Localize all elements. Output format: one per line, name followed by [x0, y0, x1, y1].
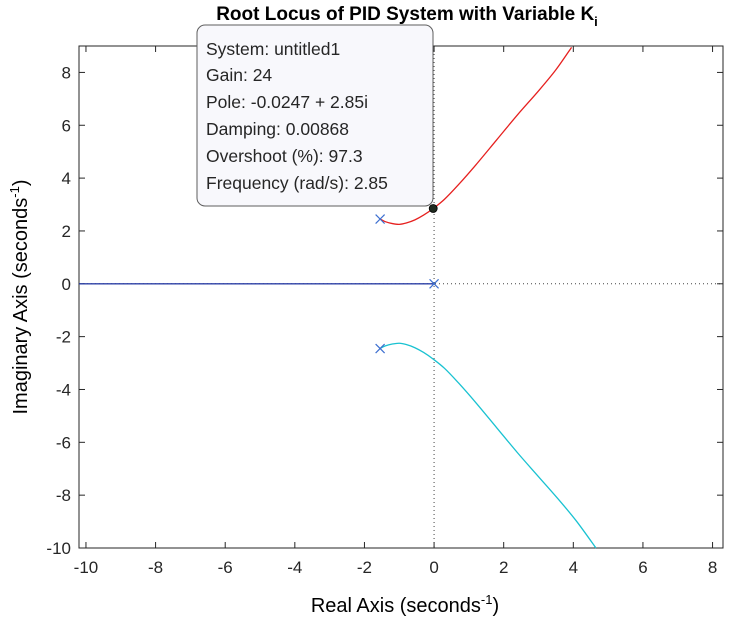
y-tick-label: -8 [56, 486, 71, 505]
x-tick-label: 2 [499, 558, 508, 577]
reference-lines [79, 46, 723, 548]
y-axis-label-superscript: -1 [7, 186, 22, 198]
y-tick-label: -10 [46, 539, 71, 558]
y-tick-label: 6 [62, 116, 71, 135]
y-tick-label: 0 [62, 275, 71, 294]
x-tick-label: 8 [708, 558, 717, 577]
y-tick-label: -4 [56, 380, 71, 399]
locus-branch-1[interactable] [379, 342, 597, 549]
x-tick-label: -6 [218, 558, 233, 577]
datatip-line-pole: Pole: -0.0247 + 2.85i [206, 92, 368, 112]
datatip-line-gain: Gain: 24 [206, 65, 272, 85]
pole-marker-0[interactable] [375, 214, 386, 224]
x-tick-label: -2 [357, 558, 372, 577]
pole-marker-2[interactable] [429, 278, 439, 289]
x-axis-label-superscript: -1 [481, 592, 493, 607]
x-tick-label: -4 [287, 558, 302, 577]
pole-marker-1[interactable] [375, 343, 386, 354]
datatip-line-damping: Damping: 0.00868 [206, 119, 349, 139]
y-tick-label: 4 [62, 169, 71, 188]
selected-point-layer [428, 204, 438, 213]
locus-branch-0[interactable] [379, 46, 573, 226]
datatip-line-system: System: untitled1 [206, 39, 340, 59]
y-tick-label: 8 [62, 63, 71, 82]
x-tick-labels: -10 -8 -6 -4 -2 0 2 4 6 8 [74, 558, 718, 577]
datatip-line-frequency: Frequency (rad/s): 2.85 [206, 173, 388, 193]
datatip-box [196, 24, 434, 207]
x-tick-label: 0 [429, 558, 438, 577]
y-axis-label: Imaginary Axis (seconds-1) [7, 180, 32, 415]
x-tick-label: 6 [638, 558, 647, 577]
title-subscript: i [594, 14, 598, 29]
chart-title: Root Locus of PID System with Variable K… [216, 4, 598, 29]
x-tick-label: 4 [569, 558, 578, 577]
axis-ticks [79, 46, 723, 549]
open-loop-poles [375, 214, 439, 354]
locus-branches [79, 46, 597, 549]
y-tick-label: -6 [56, 433, 71, 452]
x-tick-label: -10 [74, 558, 99, 577]
y-tick-label: -2 [56, 328, 71, 347]
y-tick-label: 2 [62, 222, 71, 241]
selected-point-marker[interactable] [428, 204, 438, 213]
x-tick-label: -8 [148, 558, 163, 577]
x-axis-label: Real Axis (seconds-1) [311, 592, 499, 617]
datatip[interactable]: System: untitled1 Gain: 24 Pole: -0.0247… [196, 24, 434, 207]
datatip-line-overshoot: Overshoot (%): 97.3 [206, 146, 363, 166]
y-tick-labels: -10 -8 -6 -4 -2 0 2 4 6 8 [46, 63, 71, 558]
